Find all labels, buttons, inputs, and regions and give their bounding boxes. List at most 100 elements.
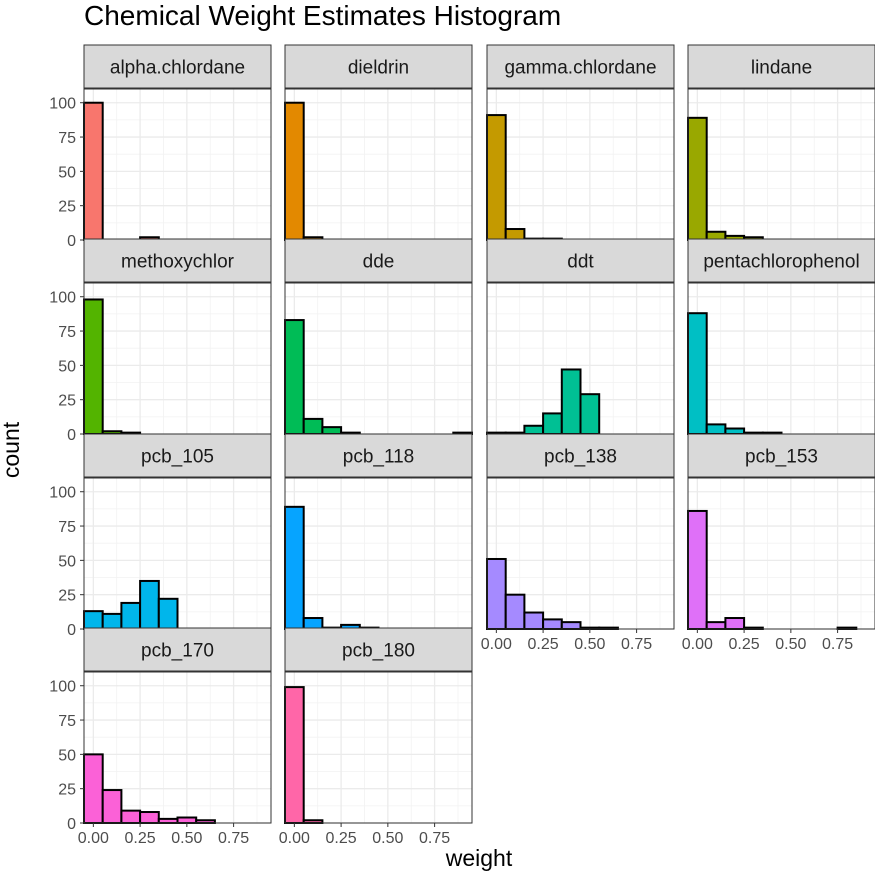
histogram-bar xyxy=(284,101,305,241)
facet-strip-label: pcb_105 xyxy=(141,447,214,468)
facet-strip xyxy=(687,433,875,478)
histogram-bar xyxy=(724,427,746,436)
y-tick-label: 25 xyxy=(58,588,76,605)
x-axis-title: weight xyxy=(445,845,513,871)
histogram-bar xyxy=(705,621,727,630)
x-tick-label: 0.25 xyxy=(125,830,156,847)
facet-strip-label: lindane xyxy=(751,58,812,79)
facet-panel-pcb-118: pcb_118 xyxy=(284,433,473,631)
plot-background xyxy=(84,283,271,434)
plot-background xyxy=(688,89,875,240)
histogram-bar xyxy=(504,228,526,242)
y-tick-label: 100 xyxy=(49,96,76,113)
x-tick-label: 0.25 xyxy=(729,636,760,653)
y-tick-label: 0 xyxy=(67,233,76,250)
y-tick-label: 0 xyxy=(67,427,76,444)
facet-panel-pcb-153: pcb_153 0.00 0.25 0.50 0.75 xyxy=(682,433,875,653)
plot-background xyxy=(487,89,674,240)
histogram-bar xyxy=(523,424,545,436)
facet-panel-gamma-chlordane: gamma.chlordane xyxy=(486,44,675,242)
y-tick-label: 75 xyxy=(58,519,76,536)
x-tick-label: 0.00 xyxy=(78,830,109,847)
y-tick-label: 100 xyxy=(49,290,76,307)
y-tick-label: 100 xyxy=(49,679,76,696)
histogram-bar xyxy=(120,601,142,630)
histogram-bar xyxy=(560,368,582,435)
facet-strip xyxy=(284,627,473,672)
facet-strip-label: pcb_118 xyxy=(343,447,415,468)
panel-border xyxy=(83,671,272,824)
facet-panel-lindane: lindane xyxy=(687,44,875,242)
histogram-bar xyxy=(83,101,104,241)
histogram-bar xyxy=(705,423,727,435)
facet-strip-label: alpha.chlordane xyxy=(110,58,245,79)
facet-strip xyxy=(83,433,272,478)
histogram-bar xyxy=(486,114,507,241)
histogram-bar xyxy=(101,612,123,631)
facet-strip xyxy=(284,433,473,478)
y-tick-label: 25 xyxy=(58,782,76,799)
y-tick-label: 75 xyxy=(58,324,76,341)
x-tick-label: 0.25 xyxy=(326,830,357,847)
histogram-bar xyxy=(486,557,507,630)
x-tick-label: 0.00 xyxy=(682,636,713,653)
facet-strip-label: pentachlorophenol xyxy=(703,252,859,273)
y-tick-label: 0 xyxy=(67,816,76,833)
y-tick-label: 50 xyxy=(58,747,76,764)
x-tick-label: 0.50 xyxy=(574,636,605,653)
facet-panel-pentachlorophenol: pentachlorophenol xyxy=(687,238,875,436)
histogram-bar xyxy=(284,319,305,435)
facet-strip xyxy=(284,44,473,89)
y-tick-label: 25 xyxy=(58,393,76,410)
facet-strip-label: pcb_180 xyxy=(342,641,415,662)
x-tick-label: 0.75 xyxy=(419,830,450,847)
facet-panel-pcb-180: pcb_180 0.00 0.25 0.50 0.75 xyxy=(279,627,473,847)
histogram-bar xyxy=(542,412,563,435)
y-tick-label: 100 xyxy=(49,485,76,502)
facet-panel-pcb-105: pcb_105 0 25 50 75 100 xyxy=(49,433,272,639)
histogram-bar xyxy=(687,509,708,631)
x-tick-label: 0.75 xyxy=(822,636,853,653)
histogram-bar xyxy=(139,579,160,630)
facet-strip-label: pcb_153 xyxy=(745,447,818,468)
y-tick-label: 50 xyxy=(58,164,76,181)
x-tick-label: 0.75 xyxy=(218,830,249,847)
facet-panel-methoxychlor: methoxychlor 0 25 50 75 100 xyxy=(49,238,272,444)
facet-panel-alpha-chlordane: alpha.chlordane 0 25 50 75 100 xyxy=(49,44,272,250)
facet-strip-label: dde xyxy=(363,252,395,273)
y-tick-label: 50 xyxy=(58,358,76,375)
plot-background xyxy=(688,478,875,629)
facet-strip xyxy=(486,433,675,478)
histogram-bar xyxy=(83,298,104,435)
facet-strip xyxy=(284,238,473,283)
facet-strip xyxy=(687,44,875,89)
facet-strip xyxy=(687,238,875,283)
histogram-bar xyxy=(687,116,708,241)
facet-panel-dde: dde xyxy=(284,238,473,435)
facet-strip xyxy=(83,627,272,672)
x-tick-label: 0.75 xyxy=(621,636,652,653)
y-tick-label: 75 xyxy=(58,130,76,147)
y-tick-label: 25 xyxy=(58,199,76,216)
histogram-bar xyxy=(523,611,545,631)
facet-panels: alpha.chlordane 0 25 50 75 100 dieldrin gamma.c… xyxy=(49,44,875,847)
facet-strip xyxy=(83,44,272,89)
plot-background xyxy=(285,478,472,629)
histogram-bar xyxy=(579,393,601,436)
facet-strip-label: ddt xyxy=(567,252,594,273)
histogram-bar xyxy=(139,811,160,825)
plot-background xyxy=(84,89,271,240)
facet-strip xyxy=(83,238,272,283)
facet-strip xyxy=(486,44,675,89)
histogram-bar xyxy=(504,593,526,631)
histogram-bar xyxy=(321,426,343,435)
y-tick-label: 0 xyxy=(67,622,76,639)
panel-border xyxy=(284,671,473,824)
plot-background xyxy=(688,283,875,434)
plot-background xyxy=(285,672,472,823)
facet-panel-pcb-138: pcb_138 0.00 0.25 0.50 0.75 xyxy=(481,433,675,653)
x-tick-label: 0.50 xyxy=(775,636,806,653)
histogram-bar xyxy=(284,505,305,630)
x-tick-label: 0.00 xyxy=(481,636,512,653)
